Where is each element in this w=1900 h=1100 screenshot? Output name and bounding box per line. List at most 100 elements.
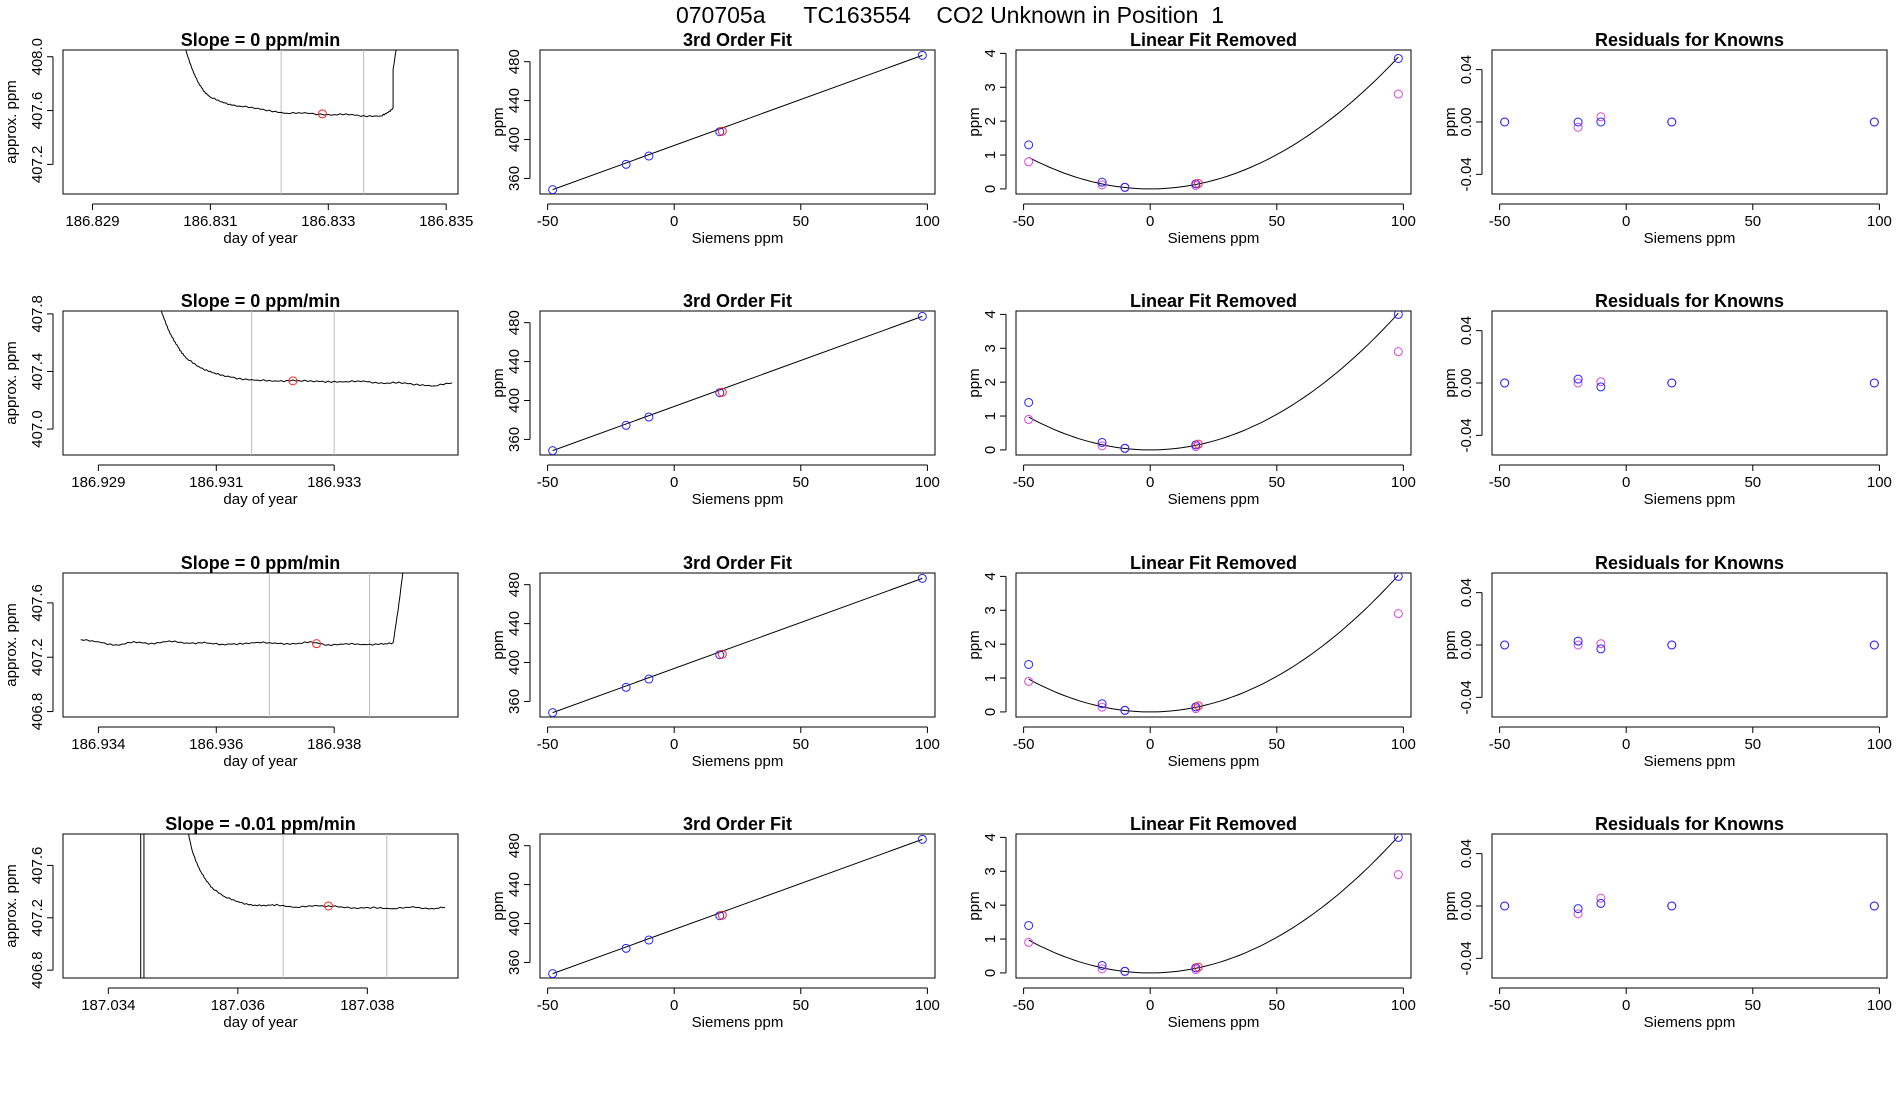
y-axis-label: ppm: [966, 368, 983, 397]
y-tick-label: 1: [982, 151, 999, 159]
x-tick-label: 100: [1867, 997, 1892, 1014]
x-axis-label: Siemens ppm: [692, 491, 784, 508]
alt-point: [1097, 180, 1107, 190]
alt-point: [1596, 893, 1606, 903]
plot-frame: [1015, 310, 1412, 456]
y-tick-label: 0.04: [1458, 55, 1475, 84]
x-tick-label: 100: [915, 997, 940, 1014]
y-tick-label: 1: [982, 674, 999, 682]
y-tick-label: 407.6: [29, 584, 46, 622]
alt-point: [1024, 676, 1034, 686]
known-point: [1596, 644, 1606, 654]
plot-frame: [1491, 310, 1888, 456]
y-axis-label: approx. ppm: [3, 341, 20, 424]
plot-frame: [62, 572, 459, 718]
alt-point: [1393, 609, 1403, 619]
unknown-mean-point: [288, 376, 298, 386]
y-tick-label: 407.2: [29, 146, 46, 184]
y-tick-label: 4: [982, 310, 999, 318]
x-tick-label: 100: [1867, 474, 1892, 491]
x-axis-label: Siemens ppm: [1168, 230, 1260, 247]
y-tick-label: -0.04: [1458, 418, 1475, 452]
y-tick-label: 407.0: [29, 410, 46, 448]
known-point: [644, 935, 654, 945]
y-tick-label: 2: [982, 901, 999, 909]
y-axis-label: ppm: [1442, 891, 1459, 920]
data-layer: [185, 50, 397, 194]
x-axis-label: Siemens ppm: [1644, 753, 1736, 770]
data-layer: [1500, 636, 1879, 654]
x-tick-label: -50: [1489, 474, 1511, 491]
x-tick-label: 186.831: [183, 213, 237, 230]
y-tick-label: 408.0: [29, 38, 46, 76]
chart-title: 3rd Order Fit: [683, 30, 792, 50]
fit-curve: [552, 838, 923, 975]
known-point: [548, 446, 558, 455]
x-tick-label: 50: [1744, 213, 1761, 230]
known-point: [1393, 834, 1403, 842]
y-tick-label: 0.00: [1458, 630, 1475, 659]
y-tick-label: 4: [982, 572, 999, 580]
x-tick-label: 186.934: [71, 736, 125, 753]
known-point: [1596, 898, 1606, 908]
known-point: [1869, 901, 1879, 911]
known-point: [1500, 378, 1510, 388]
known-point: [1120, 443, 1130, 453]
known-point: [621, 943, 631, 953]
y-tick-label: 1: [982, 412, 999, 420]
known-point: [917, 573, 927, 583]
plot-frame: [1015, 572, 1412, 718]
known-point: [548, 708, 558, 717]
chart-title: Slope = 0 ppm/min: [181, 30, 341, 50]
chart-title: Slope = -0.01 ppm/min: [165, 814, 356, 834]
y-tick-label: 400: [506, 127, 523, 152]
x-tick-label: 50: [792, 997, 809, 1014]
y-axis-label: ppm: [490, 891, 507, 920]
known-point: [1573, 904, 1583, 914]
data-layer: [548, 50, 927, 194]
x-axis-label: Siemens ppm: [692, 230, 784, 247]
alt-point: [1097, 441, 1107, 451]
y-tick-label: 0: [982, 185, 999, 193]
fit-curve: [1028, 574, 1399, 713]
unknown-point: [1193, 701, 1203, 711]
y-axis-label: approx. ppm: [3, 864, 20, 947]
plot-frame: [62, 49, 459, 195]
y-tick-label: 0: [982, 446, 999, 454]
y-axis-label: ppm: [1442, 630, 1459, 659]
x-tick-label: 50: [1268, 474, 1285, 491]
x-tick-label: 0: [1622, 736, 1630, 753]
data-layer: [1024, 53, 1403, 193]
x-tick-label: 100: [1391, 736, 1416, 753]
y-axis-label: approx. ppm: [3, 80, 20, 163]
known-point: [1097, 177, 1107, 187]
x-tick-label: 100: [1867, 213, 1892, 230]
known-point: [1393, 573, 1403, 581]
y-tick-label: 360: [506, 950, 523, 975]
alt-point: [1573, 909, 1583, 919]
x-tick-label: 50: [1744, 474, 1761, 491]
known-point: [548, 969, 558, 978]
y-tick-label: 3: [982, 867, 999, 875]
x-tick-label: 50: [1744, 997, 1761, 1014]
x-tick-label: 100: [915, 213, 940, 230]
x-tick-label: 100: [1867, 736, 1892, 753]
x-tick-label: 50: [1268, 736, 1285, 753]
known-point: [1596, 382, 1606, 392]
y-tick-label: 440: [506, 872, 523, 897]
alt-point: [1024, 937, 1034, 947]
x-tick-label: 186.933: [307, 474, 361, 491]
x-tick-label: 0: [670, 213, 678, 230]
known-point: [1667, 901, 1677, 911]
y-tick-label: 400: [506, 911, 523, 936]
x-tick-label: -50: [1489, 213, 1511, 230]
x-tick-label: 0: [1622, 997, 1630, 1014]
y-tick-label: 4: [982, 833, 999, 841]
x-tick-label: 0: [1146, 997, 1154, 1014]
alt-point: [1097, 964, 1107, 974]
